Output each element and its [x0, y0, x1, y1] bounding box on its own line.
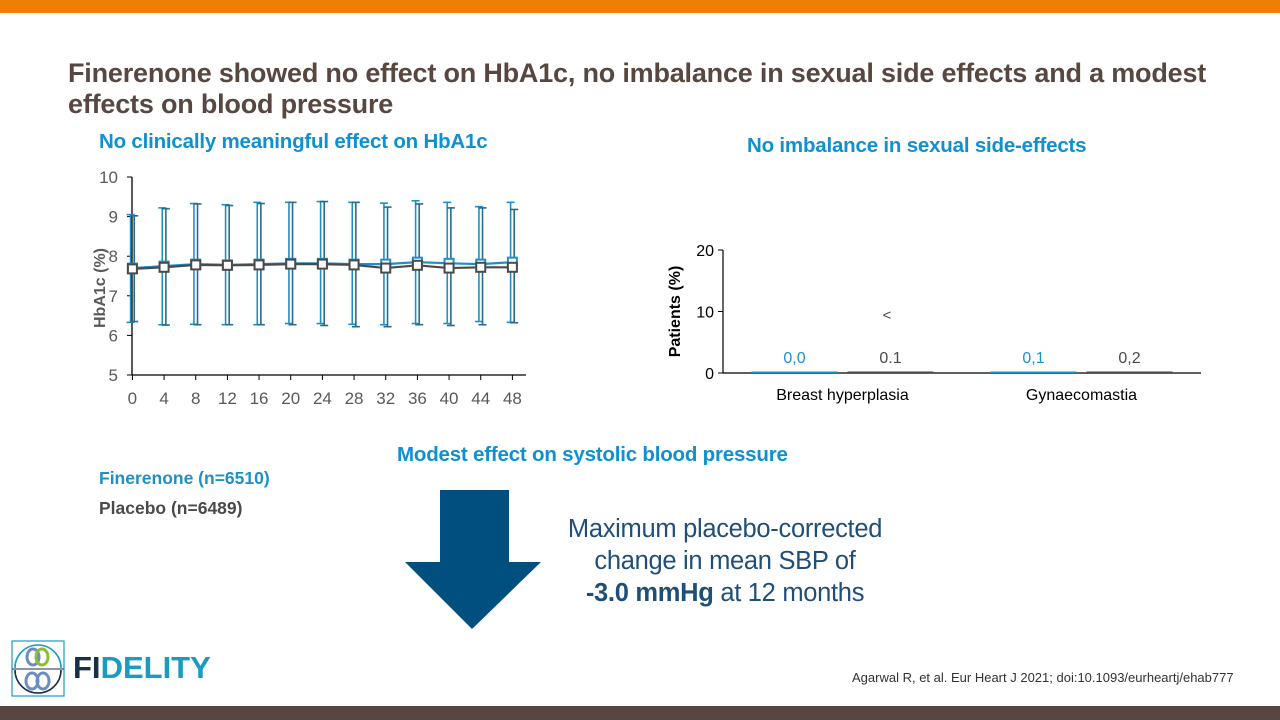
bar-finerenone [751, 371, 838, 373]
logo-delity: DELITY [100, 650, 211, 685]
x-tick-label: 20 [281, 389, 300, 408]
sexual-heading: No imbalance in sexual side-effects [747, 134, 1087, 157]
y-tick-label: 5 [109, 366, 118, 385]
y-tick-label: 9 [109, 208, 118, 227]
data-point-placebo [221, 259, 233, 271]
sbp-suffix: at 12 months [713, 579, 865, 607]
bar-value-label: 0,2 [1118, 350, 1140, 367]
y-tick-label: 6 [109, 326, 118, 345]
y-tick-label: 10 [99, 168, 118, 187]
fidelity-logo-icon [11, 640, 65, 697]
y-tick-label: 10 [696, 305, 714, 322]
data-point-placebo [443, 262, 455, 274]
fidelity-logo-text: FIDELITY [73, 650, 211, 686]
sbp-value: -3.0 mmHg [585, 579, 714, 607]
x-tick-label: 28 [345, 389, 364, 408]
y-axis-label: HbA1c (%) [92, 248, 109, 328]
data-point-placebo [126, 263, 138, 275]
legend-finerenone: Finerenone (n=6510) [99, 468, 270, 488]
citation: Agarwal R, et al. Eur Heart J 2021; doi:… [852, 670, 1234, 685]
bottom-bar [0, 706, 1280, 720]
data-point-placebo [506, 261, 518, 273]
x-tick-label: 24 [313, 389, 332, 408]
bar-value-label: 0.1 [879, 350, 901, 367]
x-tick-label: 32 [376, 389, 395, 408]
x-tick-label: 0 [128, 389, 137, 408]
y-tick-label: 7 [109, 287, 118, 306]
x-tick-label: 8 [191, 389, 200, 408]
sbp-line-1: Maximum placebo-corrected [567, 515, 883, 543]
bar-placebo [847, 371, 934, 373]
logo-fi: FI [73, 650, 101, 685]
y-axis-label: Patients (%) [667, 266, 684, 358]
bp-heading: Modest effect on systolic blood pressure [397, 443, 788, 466]
data-point-placebo [380, 262, 392, 274]
down-arrow-icon [405, 490, 541, 629]
x-tick-label: 40 [440, 389, 459, 408]
data-point-placebo [158, 261, 170, 273]
sbp-line-2: change in mean SBP of [594, 547, 856, 575]
x-tick-label: 48 [503, 389, 522, 408]
bar-placebo [1086, 371, 1173, 373]
top-accent-bar [0, 0, 1280, 13]
bar-value-label: 0,0 [783, 350, 805, 367]
x-tick-label: 12 [218, 389, 237, 408]
bar-finerenone [990, 371, 1077, 373]
y-tick-label: 8 [109, 247, 118, 266]
data-point-placebo [253, 259, 265, 271]
sexual-side-effects-bar-chart: 0 10 20 Patients (%) Breast hyperplasia 0,0 0.… [667, 243, 1201, 404]
x-tick-label: 44 [471, 389, 490, 408]
x-tick-label: 36 [408, 389, 427, 408]
y-tick-label: 0 [705, 366, 714, 383]
category-label: Breast hyperplasia [776, 387, 909, 404]
data-point-placebo [190, 259, 202, 271]
y-tick-label: 20 [696, 243, 714, 260]
x-tick-label: 16 [250, 389, 269, 408]
bar-value-label: 0,1 [1022, 350, 1044, 367]
category-label: Gynaecomastia [1026, 387, 1137, 404]
annotation-less-than: < [883, 307, 892, 324]
sbp-line-3: -3.0 mmHg at 12 months [540, 577, 910, 609]
data-point-placebo [348, 259, 360, 271]
data-point-placebo [411, 259, 423, 271]
hba1c-heading: No clinically meaningful effect on HbA1c [99, 130, 488, 153]
data-point-placebo [316, 258, 328, 270]
data-point-placebo [475, 261, 487, 273]
legend-placebo: Placebo (n=6489) [99, 498, 243, 518]
x-tick-label: 4 [159, 389, 168, 408]
slide-title: Finerenone showed no effect on HbA1c, no… [68, 58, 1207, 119]
data-point-placebo [285, 258, 297, 270]
sbp-statement: Maximum placebo-corrected change in mean… [540, 513, 910, 609]
